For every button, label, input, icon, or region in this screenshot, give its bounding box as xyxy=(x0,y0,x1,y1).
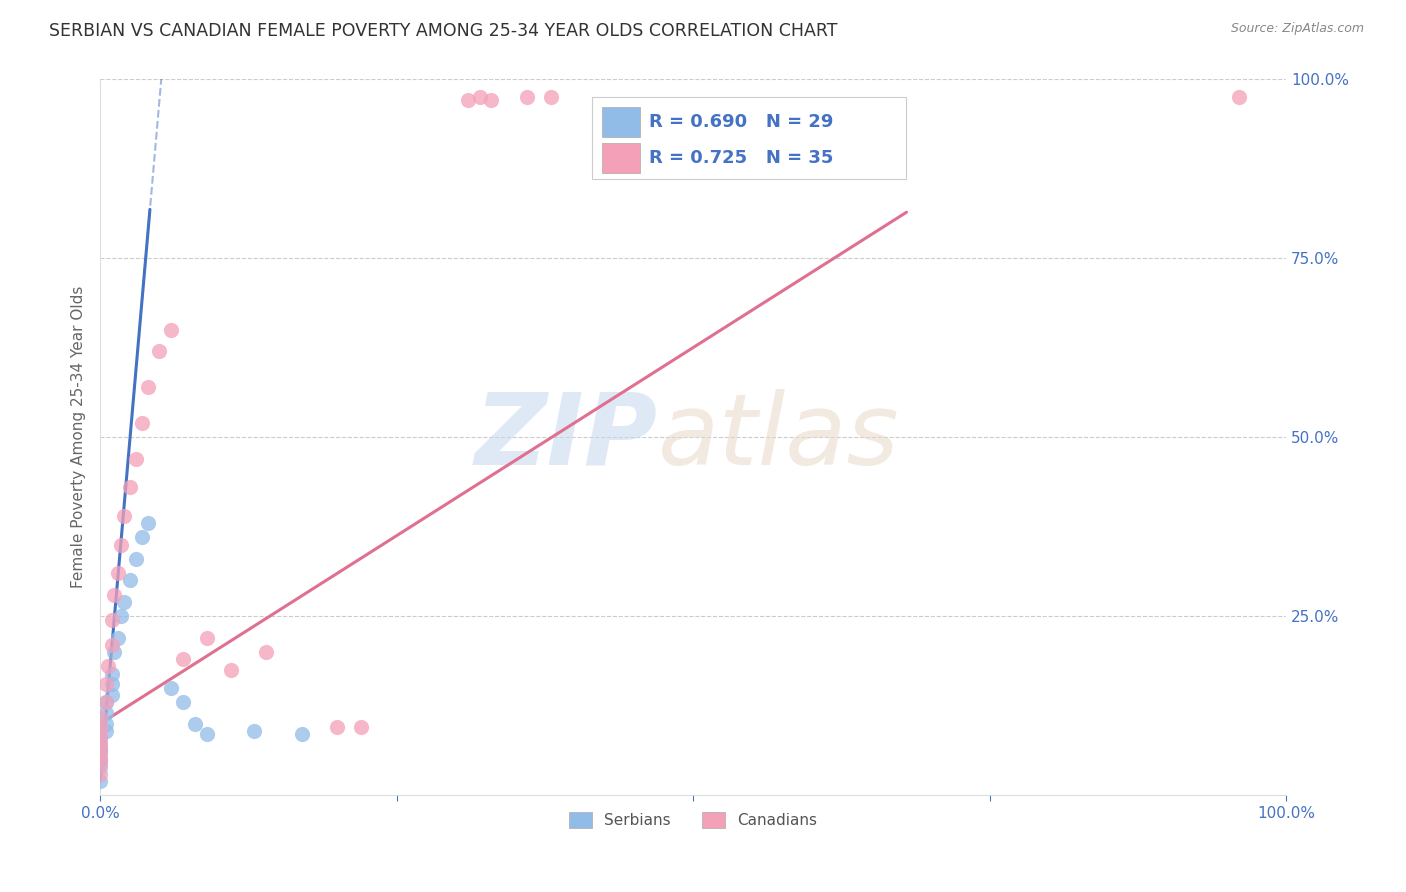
Point xyxy=(254,645,277,659)
Point xyxy=(118,480,141,494)
Point xyxy=(89,727,111,741)
Point xyxy=(243,723,266,738)
Point xyxy=(89,734,111,748)
Point xyxy=(112,595,135,609)
Point xyxy=(89,709,111,723)
Point xyxy=(118,574,141,588)
Point xyxy=(89,746,111,760)
Point xyxy=(112,508,135,523)
Point xyxy=(103,645,125,659)
Point xyxy=(110,609,132,624)
Point xyxy=(89,774,111,789)
Point xyxy=(1227,90,1250,104)
Point xyxy=(107,566,129,581)
Point xyxy=(110,538,132,552)
Point xyxy=(101,613,124,627)
Point xyxy=(89,756,111,771)
Point xyxy=(291,727,314,741)
Point xyxy=(94,716,117,731)
Point xyxy=(89,753,111,767)
Point xyxy=(94,677,117,691)
Text: Source: ZipAtlas.com: Source: ZipAtlas.com xyxy=(1230,22,1364,36)
Point xyxy=(103,588,125,602)
Point xyxy=(172,652,194,666)
Point xyxy=(172,695,194,709)
Point xyxy=(184,716,207,731)
Y-axis label: Female Poverty Among 25-34 Year Olds: Female Poverty Among 25-34 Year Olds xyxy=(72,286,86,589)
Point xyxy=(136,516,159,530)
FancyBboxPatch shape xyxy=(602,107,640,137)
Point xyxy=(350,720,373,734)
Legend: Serbians, Canadians: Serbians, Canadians xyxy=(564,806,823,834)
Point xyxy=(481,94,503,108)
Point xyxy=(136,380,159,394)
Point xyxy=(89,731,111,745)
Point xyxy=(195,727,218,741)
Point xyxy=(160,681,183,695)
Text: R = 0.725   N = 35: R = 0.725 N = 35 xyxy=(650,149,834,167)
Point xyxy=(89,749,111,764)
Point xyxy=(89,720,111,734)
Point xyxy=(89,753,111,767)
Point xyxy=(131,416,153,430)
Point xyxy=(219,663,242,677)
Point xyxy=(516,90,538,104)
Point xyxy=(160,323,183,337)
Point xyxy=(125,552,148,566)
Point xyxy=(101,688,124,702)
Point xyxy=(89,741,111,756)
Point xyxy=(94,695,117,709)
Point xyxy=(131,531,153,545)
Point xyxy=(468,90,491,104)
Point xyxy=(125,451,148,466)
FancyBboxPatch shape xyxy=(592,97,907,179)
Point xyxy=(148,344,170,359)
Point xyxy=(97,659,120,673)
Point xyxy=(457,94,479,108)
Point xyxy=(89,738,111,752)
Text: R = 0.690   N = 29: R = 0.690 N = 29 xyxy=(650,113,834,131)
FancyBboxPatch shape xyxy=(602,143,640,173)
Text: atlas: atlas xyxy=(658,389,898,485)
Point xyxy=(94,695,117,709)
Point xyxy=(107,631,129,645)
Point xyxy=(326,720,349,734)
Point xyxy=(540,90,562,104)
Point xyxy=(89,760,111,774)
Text: ZIP: ZIP xyxy=(474,389,658,485)
Text: SERBIAN VS CANADIAN FEMALE POVERTY AMONG 25-34 YEAR OLDS CORRELATION CHART: SERBIAN VS CANADIAN FEMALE POVERTY AMONG… xyxy=(49,22,838,40)
Point xyxy=(89,767,111,781)
Point xyxy=(101,638,124,652)
Point xyxy=(94,706,117,720)
Point xyxy=(195,631,218,645)
Point xyxy=(101,666,124,681)
Point xyxy=(89,741,111,756)
Point xyxy=(94,723,117,738)
Point xyxy=(101,677,124,691)
